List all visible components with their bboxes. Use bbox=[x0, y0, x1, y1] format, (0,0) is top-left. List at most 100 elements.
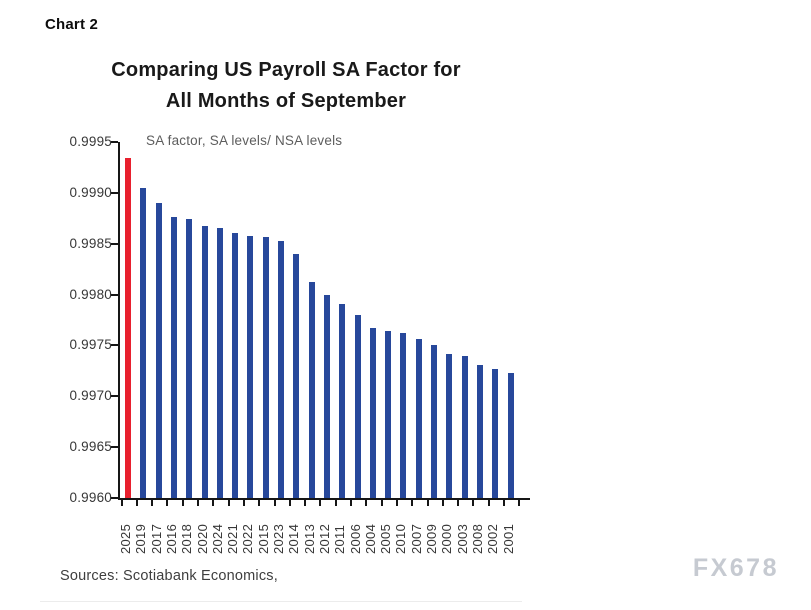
bar-2018 bbox=[186, 219, 193, 498]
x-axis-tick bbox=[380, 500, 383, 506]
bar-2017 bbox=[155, 203, 162, 498]
y-tick-label: 0.9975 bbox=[69, 337, 112, 353]
y-tick-label: 0.9970 bbox=[69, 388, 112, 404]
plot-area bbox=[111, 141, 530, 506]
x-tick-label: 2005 bbox=[378, 523, 394, 554]
bar-2008 bbox=[476, 364, 483, 498]
x-tick-label: 2001 bbox=[500, 523, 516, 554]
x-axis-tick bbox=[411, 500, 414, 506]
x-axis-tick bbox=[472, 500, 475, 506]
y-tick-label: 0.9960 bbox=[69, 490, 112, 505]
x-axis-tick bbox=[166, 500, 169, 506]
x-axis-tick bbox=[487, 500, 490, 506]
y-axis-tick bbox=[111, 446, 118, 449]
x-tick-label: 2007 bbox=[408, 523, 424, 554]
x-axis-tick bbox=[120, 500, 123, 506]
bar-2024 bbox=[216, 228, 223, 498]
x-axis-tick bbox=[457, 500, 460, 506]
x-tick-label: 2015 bbox=[255, 523, 271, 554]
x-tick-label: 2014 bbox=[286, 523, 302, 554]
x-axis-tick bbox=[426, 500, 429, 506]
x-axis-tick bbox=[273, 500, 276, 506]
y-axis-tick bbox=[111, 242, 118, 245]
chart-title-line-2: All Months of September bbox=[165, 90, 407, 112]
x-tick-label: 2006 bbox=[347, 523, 363, 554]
x-axis-tick bbox=[227, 500, 230, 506]
bar-2010 bbox=[400, 333, 407, 498]
x-tick-label: 2020 bbox=[194, 523, 210, 554]
y-axis-tick bbox=[111, 191, 118, 194]
chart-title: Comparing US Payroll SA Factor for All M… bbox=[40, 55, 532, 117]
x-tick-label: 2024 bbox=[209, 523, 225, 554]
x-tick-label: 2012 bbox=[316, 523, 332, 554]
sources-text: Sources: Scotiabank Economics, bbox=[60, 568, 278, 584]
watermark-fx678: FX678 bbox=[692, 554, 779, 582]
x-tick-label: 2003 bbox=[454, 523, 470, 554]
x-axis-tick bbox=[350, 500, 352, 506]
bar-2012 bbox=[323, 294, 330, 498]
x-tick-label: 2018 bbox=[179, 523, 195, 554]
bottom-divider bbox=[40, 601, 522, 602]
bar-2011 bbox=[339, 303, 346, 498]
bar-2002 bbox=[492, 368, 499, 498]
y-axis-tick bbox=[111, 497, 118, 499]
bar-2013 bbox=[308, 282, 315, 498]
bar-2016 bbox=[170, 217, 177, 498]
bar-2004 bbox=[369, 328, 376, 498]
bar-2009 bbox=[431, 345, 437, 498]
x-tick-label: 2004 bbox=[362, 523, 378, 554]
bar-2007 bbox=[415, 339, 422, 498]
y-tick-label: 0.9995 bbox=[69, 134, 112, 149]
x-axis-tick bbox=[212, 500, 215, 506]
x-axis-tick bbox=[288, 500, 291, 506]
x-tick-label: 2008 bbox=[469, 523, 485, 554]
x-tick-label: 2021 bbox=[225, 523, 241, 554]
x-axis-tick bbox=[395, 500, 398, 506]
x-axis-tick bbox=[518, 500, 521, 506]
bar-2003 bbox=[461, 355, 468, 498]
bar-2023 bbox=[278, 240, 284, 498]
x-tick-label: 2023 bbox=[271, 523, 286, 554]
bar-2000 bbox=[446, 353, 453, 498]
bar-2001 bbox=[507, 372, 514, 498]
y-tick-label: 0.9965 bbox=[69, 439, 112, 455]
x-tick-label: 2002 bbox=[485, 523, 501, 554]
bar-2025 bbox=[125, 158, 131, 498]
x-tick-label: 2017 bbox=[148, 523, 164, 554]
x-tick-label: 2016 bbox=[163, 523, 179, 554]
bar-2022 bbox=[247, 235, 254, 498]
chart-subtitle: SA factor, SA levels/ NSA levels bbox=[146, 133, 343, 148]
y-axis-tick bbox=[111, 395, 118, 398]
bar-2019 bbox=[140, 187, 147, 498]
bar-2006 bbox=[354, 314, 361, 498]
x-axis-tick bbox=[319, 500, 322, 506]
x-tick-label: 2022 bbox=[240, 523, 256, 554]
x-axis-tick bbox=[365, 500, 368, 506]
x-axis-tick bbox=[181, 500, 184, 506]
x-tick-label: 2013 bbox=[301, 523, 317, 554]
x-tick-label: 2025 bbox=[118, 523, 133, 554]
y-tick-label: 0.9990 bbox=[69, 184, 112, 200]
bar-2015 bbox=[262, 236, 269, 498]
x-axis-tick bbox=[135, 500, 138, 506]
x-axis-tick bbox=[197, 500, 199, 506]
bar-2014 bbox=[293, 253, 300, 498]
y-tick-label: 0.9985 bbox=[69, 235, 112, 251]
figure: Comparing US Payroll SA Factor for All M… bbox=[40, 45, 532, 605]
chart-number-label: Chart 2 bbox=[45, 16, 99, 33]
x-tick-label: 2011 bbox=[332, 524, 348, 554]
x-tick-label: 2000 bbox=[439, 523, 455, 554]
bar-2005 bbox=[385, 331, 392, 498]
y-axis-tick bbox=[111, 344, 118, 347]
x-tick-label: 2019 bbox=[133, 523, 149, 554]
y-axis: 0.9995 0.9990 0.9985 0.9980 0.9975 0.9970 0.99… bbox=[40, 134, 112, 505]
y-axis-tick bbox=[111, 141, 118, 143]
bar-2020 bbox=[201, 226, 208, 498]
x-axis-tick bbox=[258, 500, 261, 506]
chart-title-line-1: Comparing US Payroll SA Factor for bbox=[111, 59, 461, 81]
bar-2021 bbox=[232, 232, 239, 498]
x-axis-tick bbox=[151, 500, 154, 506]
x-tick-label: 2010 bbox=[393, 523, 409, 554]
x-axis-labels: 2025 2019 2017 2016 2018 2020 2024 2021 2022 2015… bbox=[118, 504, 528, 556]
